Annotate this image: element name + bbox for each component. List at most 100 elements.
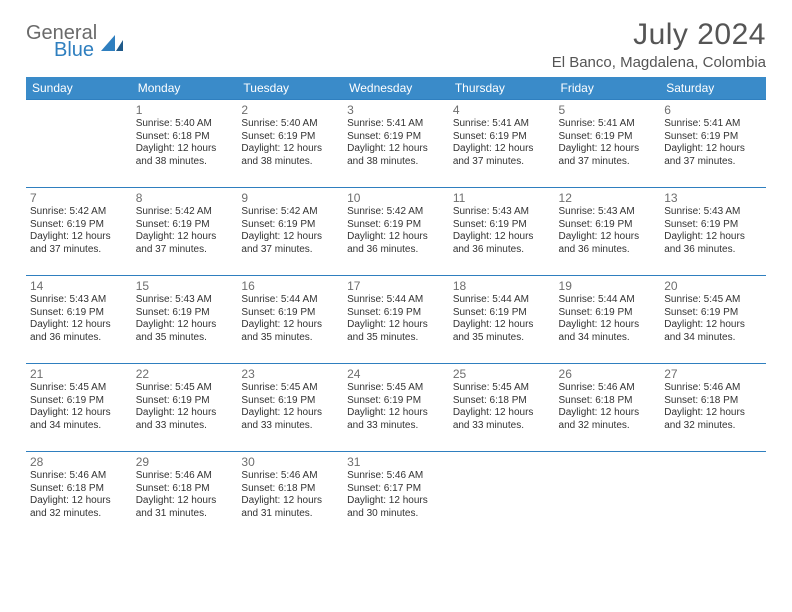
sun-info: Sunrise: 5:42 AMSunset: 6:19 PMDaylight:… <box>30 206 128 256</box>
calendar-week-row: 21 Sunrise: 5:45 AMSunset: 6:19 PMDayligh… <box>26 364 766 452</box>
sun-info: Sunrise: 5:41 AMSunset: 6:19 PMDaylight:… <box>559 118 657 168</box>
day-number: 20 <box>664 279 762 293</box>
calendar-week-row: 1Sunrise: 5:40 AMSunset: 6:18 PMDaylight… <box>26 100 766 188</box>
calendar-day-cell: 31Sunrise: 5:46 AMSunset: 6:17 PMDayligh… <box>343 452 449 540</box>
day-number: 19 <box>559 279 657 293</box>
calendar-week-row: 7Sunrise: 5:42 AMSunset: 6:19 PMDaylight… <box>26 188 766 276</box>
sun-info: Sunrise: 5:46 AMSunset: 6:18 PMDaylight:… <box>136 470 234 520</box>
day-number: 29 <box>136 455 234 469</box>
calendar-day-cell: 19Sunrise: 5:44 AMSunset: 6:19 PMDayligh… <box>555 276 661 364</box>
day-number: 22 <box>136 367 234 381</box>
header: General Blue July 2024 El Banco, Magdale… <box>26 18 766 71</box>
calendar-day-cell: 26Sunrise: 5:46 AMSunset: 6:18 PMDayligh… <box>555 364 661 452</box>
sun-info: Sunrise: 5:43 AMSunset: 6:19 PMDaylight:… <box>30 294 128 344</box>
calendar-week-row: 28Sunrise: 5:46 AMSunset: 6:18 PMDayligh… <box>26 452 766 540</box>
month-title: July 2024 <box>552 18 766 52</box>
calendar-day-cell: 23Sunrise: 5:45 AMSunset: 6:19 PMDayligh… <box>237 364 343 452</box>
day-number: 7 <box>30 191 128 205</box>
calendar-table: SundayMondayTuesdayWednesdayThursdayFrid… <box>26 77 766 540</box>
calendar-day-cell: 27Sunrise: 5:46 AMSunset: 6:18 PMDayligh… <box>660 364 766 452</box>
sun-info: Sunrise: 5:43 AMSunset: 6:19 PMDaylight:… <box>664 206 762 256</box>
calendar-day-cell: 8Sunrise: 5:42 AMSunset: 6:19 PMDaylight… <box>132 188 238 276</box>
sun-info: Sunrise: 5:44 AMSunset: 6:19 PMDaylight:… <box>347 294 445 344</box>
calendar-day-cell: 24Sunrise: 5:45 AMSunset: 6:19 PMDayligh… <box>343 364 449 452</box>
calendar-day-cell: 29Sunrise: 5:46 AMSunset: 6:18 PMDayligh… <box>132 452 238 540</box>
calendar-day-cell: 4Sunrise: 5:41 AMSunset: 6:19 PMDaylight… <box>449 100 555 188</box>
calendar-day-cell: 28Sunrise: 5:46 AMSunset: 6:18 PMDayligh… <box>26 452 132 540</box>
calendar-day-cell: 11Sunrise: 5:43 AMSunset: 6:19 PMDayligh… <box>449 188 555 276</box>
day-number: 27 <box>664 367 762 381</box>
day-header: Saturday <box>660 77 766 100</box>
day-number: 11 <box>453 191 551 205</box>
sun-info: Sunrise: 5:40 AMSunset: 6:19 PMDaylight:… <box>241 118 339 168</box>
sun-info: Sunrise: 5:44 AMSunset: 6:19 PMDaylight:… <box>241 294 339 344</box>
day-number: 28 <box>30 455 128 469</box>
sun-info: Sunrise: 5:42 AMSunset: 6:19 PMDaylight:… <box>347 206 445 256</box>
sun-info: Sunrise: 5:43 AMSunset: 6:19 PMDaylight:… <box>136 294 234 344</box>
day-number: 25 <box>453 367 551 381</box>
day-number: 3 <box>347 103 445 117</box>
sun-info: Sunrise: 5:41 AMSunset: 6:19 PMDaylight:… <box>453 118 551 168</box>
day-number: 9 <box>241 191 339 205</box>
sun-info: Sunrise: 5:41 AMSunset: 6:19 PMDaylight:… <box>347 118 445 168</box>
sun-info: Sunrise: 5:40 AMSunset: 6:18 PMDaylight:… <box>136 118 234 168</box>
sun-info: Sunrise: 5:45 AMSunset: 6:18 PMDaylight:… <box>453 382 551 432</box>
calendar-day-cell: 2Sunrise: 5:40 AMSunset: 6:19 PMDaylight… <box>237 100 343 188</box>
day-number: 4 <box>453 103 551 117</box>
day-header: Friday <box>555 77 661 100</box>
calendar-day-cell: 3Sunrise: 5:41 AMSunset: 6:19 PMDaylight… <box>343 100 449 188</box>
day-number: 10 <box>347 191 445 205</box>
day-number: 16 <box>241 279 339 293</box>
day-number: 1 <box>136 103 234 117</box>
day-number: 26 <box>559 367 657 381</box>
sun-info: Sunrise: 5:46 AMSunset: 6:18 PMDaylight:… <box>241 470 339 520</box>
sun-info: Sunrise: 5:43 AMSunset: 6:19 PMDaylight:… <box>453 206 551 256</box>
calendar-day-cell: 14Sunrise: 5:43 AMSunset: 6:19 PMDayligh… <box>26 276 132 364</box>
location-text: El Banco, Magdalena, Colombia <box>552 54 766 71</box>
sun-info: Sunrise: 5:42 AMSunset: 6:19 PMDaylight:… <box>241 206 339 256</box>
day-header: Thursday <box>449 77 555 100</box>
calendar-day-cell: 13Sunrise: 5:43 AMSunset: 6:19 PMDayligh… <box>660 188 766 276</box>
sun-info: Sunrise: 5:45 AMSunset: 6:19 PMDaylight:… <box>664 294 762 344</box>
calendar-day-cell: 18Sunrise: 5:44 AMSunset: 6:19 PMDayligh… <box>449 276 555 364</box>
calendar-day-cell: 9Sunrise: 5:42 AMSunset: 6:19 PMDaylight… <box>237 188 343 276</box>
logo: General Blue <box>26 24 123 60</box>
calendar-day-cell: 22Sunrise: 5:45 AMSunset: 6:19 PMDayligh… <box>132 364 238 452</box>
day-number: 30 <box>241 455 339 469</box>
day-number: 17 <box>347 279 445 293</box>
calendar-day-cell: 6Sunrise: 5:41 AMSunset: 6:19 PMDaylight… <box>660 100 766 188</box>
sun-info: Sunrise: 5:46 AMSunset: 6:17 PMDaylight:… <box>347 470 445 520</box>
sun-info: Sunrise: 5:44 AMSunset: 6:19 PMDaylight:… <box>559 294 657 344</box>
calendar-day-cell: 5Sunrise: 5:41 AMSunset: 6:19 PMDaylight… <box>555 100 661 188</box>
calendar-day-cell <box>449 452 555 540</box>
title-block: July 2024 El Banco, Magdalena, Colombia <box>552 18 766 71</box>
day-number: 14 <box>30 279 128 293</box>
day-number: 6 <box>664 103 762 117</box>
calendar-day-cell: 17Sunrise: 5:44 AMSunset: 6:19 PMDayligh… <box>343 276 449 364</box>
calendar-day-cell <box>26 100 132 188</box>
day-number: 13 <box>664 191 762 205</box>
day-header: Wednesday <box>343 77 449 100</box>
day-header: Sunday <box>26 77 132 100</box>
calendar-day-cell: 15Sunrise: 5:43 AMSunset: 6:19 PMDayligh… <box>132 276 238 364</box>
calendar-day-cell: 25Sunrise: 5:45 AMSunset: 6:18 PMDayligh… <box>449 364 555 452</box>
day-number: 23 <box>241 367 339 381</box>
day-number: 31 <box>347 455 445 469</box>
day-header: Tuesday <box>237 77 343 100</box>
day-number: 21 <box>30 367 128 381</box>
calendar-day-cell: 7Sunrise: 5:42 AMSunset: 6:19 PMDaylight… <box>26 188 132 276</box>
calendar-day-cell: 30Sunrise: 5:46 AMSunset: 6:18 PMDayligh… <box>237 452 343 540</box>
sun-info: Sunrise: 5:41 AMSunset: 6:19 PMDaylight:… <box>664 118 762 168</box>
calendar-day-cell <box>555 452 661 540</box>
day-number: 12 <box>559 191 657 205</box>
sun-info: Sunrise: 5:46 AMSunset: 6:18 PMDaylight:… <box>30 470 128 520</box>
sun-info: Sunrise: 5:43 AMSunset: 6:19 PMDaylight:… <box>559 206 657 256</box>
calendar-week-row: 14Sunrise: 5:43 AMSunset: 6:19 PMDayligh… <box>26 276 766 364</box>
day-header-row: SundayMondayTuesdayWednesdayThursdayFrid… <box>26 77 766 100</box>
sun-info: Sunrise: 5:45 AMSunset: 6:19 PMDaylight:… <box>347 382 445 432</box>
day-number: 15 <box>136 279 234 293</box>
logo-word-blue: Blue <box>26 41 97 60</box>
calendar-day-cell: 21Sunrise: 5:45 AMSunset: 6:19 PMDayligh… <box>26 364 132 452</box>
day-number: 24 <box>347 367 445 381</box>
sun-info: Sunrise: 5:46 AMSunset: 6:18 PMDaylight:… <box>664 382 762 432</box>
